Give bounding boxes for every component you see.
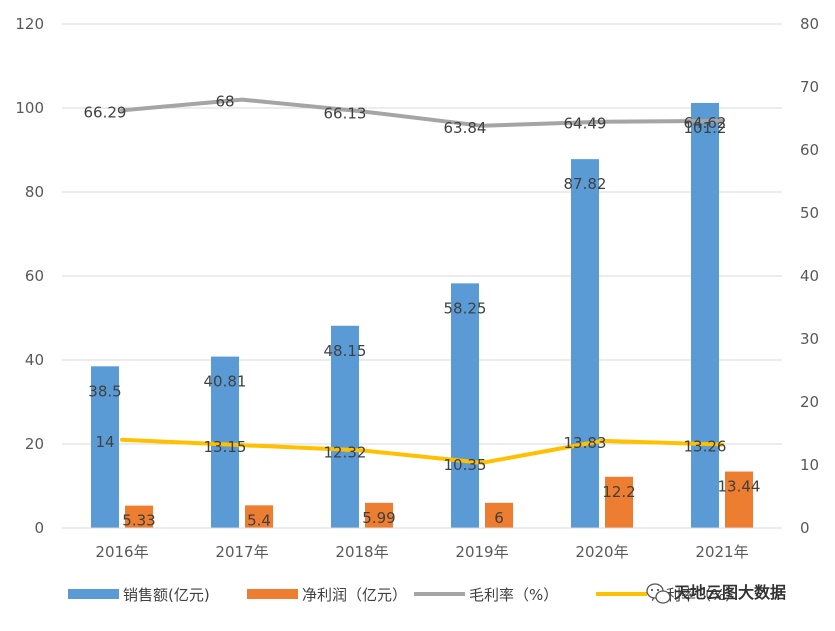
right-axis-tick-label: 40	[800, 267, 819, 285]
data-label: 87.82	[564, 175, 607, 193]
bar	[331, 325, 359, 528]
right-axis-tick-label: 20	[800, 393, 819, 411]
series-line	[120, 97, 724, 128]
right-axis-tick-label: 60	[800, 141, 819, 159]
bar	[451, 283, 479, 528]
data-label: 64.62	[684, 114, 727, 132]
data-label: 12.32	[324, 443, 367, 461]
data-label: 5.33	[122, 512, 155, 530]
bar	[725, 471, 753, 528]
data-label: 101.2	[684, 119, 727, 137]
left-axis-tick-label: 20	[25, 435, 44, 453]
series-line	[120, 437, 724, 465]
legend: 销售额(亿元) 净利润（亿元） 毛利率（%） 净利率（%）	[68, 586, 740, 604]
left-axis-tick-label: 60	[25, 267, 44, 285]
legend-swatch	[68, 589, 119, 599]
data-label: 13.15	[204, 438, 247, 456]
gridlines	[62, 23, 782, 445]
data-label: 40.81	[204, 373, 247, 391]
x-axis-tick-label: 2019年	[455, 543, 508, 561]
data-label: 38.5	[88, 382, 121, 400]
bar	[125, 505, 153, 528]
data-label: 12.2	[602, 483, 635, 501]
data-label: 13.44	[718, 478, 761, 496]
x-axis-tick-label: 2021年	[695, 543, 748, 561]
legend-label: 毛利率（%）	[469, 586, 558, 604]
bars	[91, 102, 753, 529]
right-axis-tick-label: 30	[800, 330, 819, 348]
data-label: 68	[215, 93, 234, 111]
data-label: 5.4	[247, 511, 271, 529]
bar	[605, 476, 633, 528]
left-axis-tick-label: 40	[25, 351, 44, 369]
lines	[120, 97, 724, 465]
data-label: 13.83	[564, 434, 607, 452]
data-label: 13.26	[684, 437, 727, 455]
data-label: 64.49	[564, 115, 607, 133]
right-axis-tick-label: 70	[800, 78, 819, 96]
bar	[485, 502, 513, 528]
x-axis-tick-label: 2018年	[335, 543, 388, 561]
legend-swatch	[247, 589, 298, 599]
bar	[245, 505, 273, 528]
data-label: 5.99	[362, 509, 395, 527]
axes: 0 20 40 60 80 100 120 0 10 20 30 40 50 60 70 80 2016年 201…	[15, 15, 819, 561]
right-axis-tick-label: 0	[800, 519, 810, 537]
watermark-text: 天地云图大数据	[674, 583, 786, 602]
left-axis-tick-label: 80	[25, 183, 44, 201]
data-labels: 38.5 40.81 48.15 58.25 87.82 101.2 5.33 5.4 5.99…	[84, 93, 761, 530]
bar	[571, 159, 599, 528]
data-label: 66.29	[84, 103, 127, 121]
wechat-icon	[646, 583, 671, 604]
right-axis-tick-label: 50	[800, 204, 819, 222]
data-label: 6	[494, 509, 504, 527]
data-label: 66.13	[324, 104, 367, 122]
data-label: 14	[95, 433, 114, 451]
right-axis-tick-label: 80	[800, 15, 819, 33]
data-label: 58.25	[444, 299, 487, 317]
x-axis-tick-label: 2020年	[575, 543, 628, 561]
data-label: 48.15	[324, 342, 367, 360]
legend-label: 销售额(亿元)	[123, 586, 210, 604]
data-label: 10.35	[444, 456, 487, 474]
watermark: 天地云图大数据	[646, 583, 786, 604]
right-axis-tick-label: 10	[800, 456, 819, 474]
x-axis-tick-label: 2017年	[215, 543, 268, 561]
bar	[91, 366, 119, 528]
left-axis-tick-label: 0	[34, 519, 44, 537]
data-label: 63.84	[444, 119, 487, 137]
legend-label: 净利率（%）	[651, 586, 740, 604]
bar	[365, 502, 393, 528]
bar	[691, 102, 719, 529]
x-axis-tick-label: 2016年	[95, 543, 148, 561]
left-axis-tick-label: 120	[15, 15, 44, 33]
left-axis-tick-label: 100	[15, 99, 44, 117]
legend-label: 净利润（亿元）	[302, 586, 407, 604]
